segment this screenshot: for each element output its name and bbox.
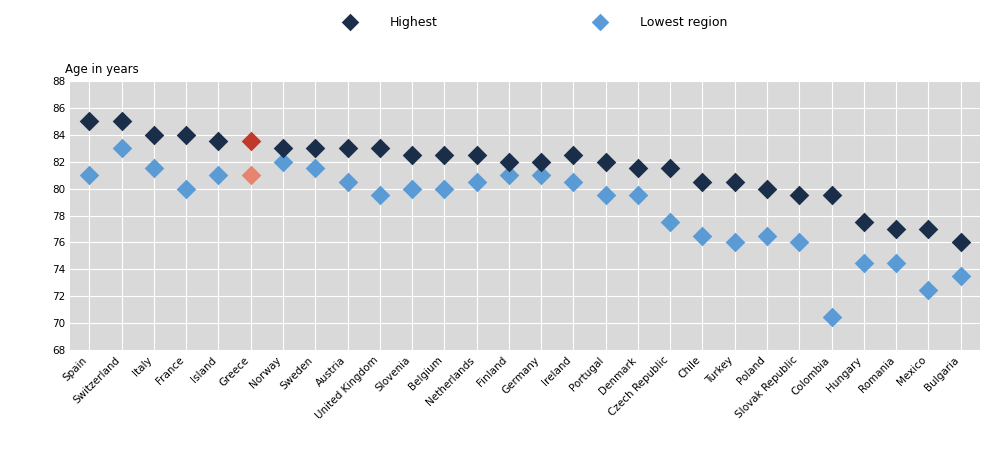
Point bbox=[340, 145, 356, 152]
Point bbox=[114, 118, 130, 125]
Point bbox=[791, 192, 807, 199]
Point bbox=[694, 178, 710, 185]
Point bbox=[469, 178, 485, 185]
Point bbox=[791, 239, 807, 246]
Point bbox=[372, 192, 388, 199]
Point bbox=[81, 118, 97, 125]
Point bbox=[501, 172, 517, 179]
Text: Highest: Highest bbox=[390, 16, 438, 29]
Point bbox=[565, 178, 581, 185]
Text: Age in years: Age in years bbox=[65, 63, 139, 76]
Point bbox=[856, 219, 872, 226]
Point bbox=[436, 151, 452, 158]
Point bbox=[759, 232, 775, 239]
Point bbox=[662, 165, 678, 172]
Point bbox=[210, 172, 226, 179]
Point bbox=[501, 158, 517, 165]
Point bbox=[565, 151, 581, 158]
Point bbox=[210, 138, 226, 145]
Point bbox=[598, 192, 614, 199]
Point bbox=[598, 158, 614, 165]
Point bbox=[146, 131, 162, 138]
Point bbox=[592, 19, 608, 26]
Point bbox=[953, 273, 969, 280]
Point bbox=[436, 185, 452, 192]
Point bbox=[533, 172, 549, 179]
Point bbox=[630, 192, 646, 199]
Point bbox=[888, 259, 904, 266]
Point bbox=[307, 145, 323, 152]
Point bbox=[81, 172, 97, 179]
Point bbox=[727, 239, 743, 246]
Point bbox=[920, 225, 936, 233]
Point bbox=[824, 192, 840, 199]
Point bbox=[178, 131, 194, 138]
Point bbox=[275, 145, 291, 152]
Point bbox=[404, 151, 420, 158]
Text: Lowest region: Lowest region bbox=[640, 16, 727, 29]
Point bbox=[243, 172, 259, 179]
Point bbox=[888, 225, 904, 233]
Point bbox=[243, 138, 259, 145]
Point bbox=[307, 165, 323, 172]
Point bbox=[275, 158, 291, 165]
Point bbox=[340, 178, 356, 185]
Point bbox=[662, 219, 678, 226]
Point bbox=[342, 19, 358, 26]
Point bbox=[856, 259, 872, 266]
Point bbox=[727, 178, 743, 185]
Point bbox=[694, 232, 710, 239]
Point bbox=[114, 145, 130, 152]
Point bbox=[953, 239, 969, 246]
Point bbox=[630, 165, 646, 172]
Point bbox=[178, 185, 194, 192]
Point bbox=[146, 165, 162, 172]
Point bbox=[469, 151, 485, 158]
Point bbox=[824, 313, 840, 320]
Point bbox=[533, 158, 549, 165]
Point bbox=[759, 185, 775, 192]
Point bbox=[404, 185, 420, 192]
Point bbox=[920, 286, 936, 293]
Point bbox=[372, 145, 388, 152]
